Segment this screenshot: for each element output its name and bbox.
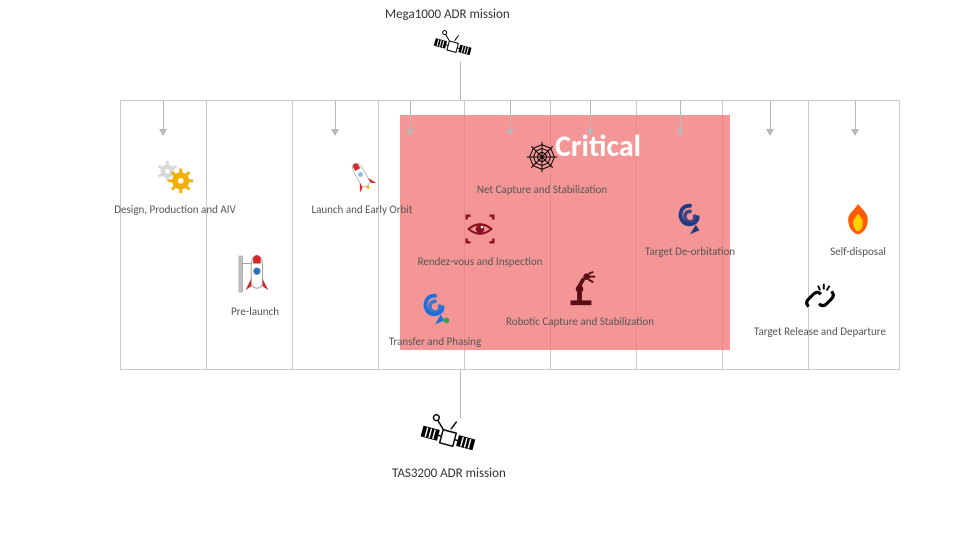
branch-line xyxy=(335,100,336,129)
node-rdv: Rendez-vous and Inspection xyxy=(400,210,560,268)
eye-scan-icon xyxy=(400,210,560,252)
satellite-bottom-icon xyxy=(418,408,476,471)
node-label: Self-disposal xyxy=(830,245,886,258)
node-label: Target De-orbitation xyxy=(645,245,735,258)
node-label: Net Capture and Stabilization xyxy=(477,183,607,196)
node-label: Design, Production and AIV xyxy=(114,203,236,216)
arrowhead-icon xyxy=(159,129,167,136)
branch-line xyxy=(680,100,681,129)
rocket-fly-icon xyxy=(292,158,432,200)
column-divider xyxy=(206,100,207,370)
node-deorbit: Target De-orbitation xyxy=(620,200,760,258)
satellite-top-icon xyxy=(432,26,472,71)
arrowhead-icon xyxy=(851,129,859,136)
node-prelaunch: Pre-launch xyxy=(200,250,310,318)
node-label: Robotic Capture and Stabilization xyxy=(506,315,654,328)
branch-line xyxy=(163,100,164,129)
node-launch: Launch and Early Orbit xyxy=(292,158,432,216)
node-label: Transfer and Phasing xyxy=(389,335,481,348)
arrowhead-icon xyxy=(506,129,514,136)
node-label: Rendez-vous and Inspection xyxy=(418,255,543,268)
node-label: Target Release and Departure xyxy=(754,325,886,338)
node-label: Pre-launch xyxy=(231,305,279,318)
diagram-canvas: CriticalMega1000 ADR missionTAS3200 ADR … xyxy=(0,0,960,540)
arrowhead-icon xyxy=(331,129,339,136)
node-release: Target Release and Departure xyxy=(735,280,905,338)
robot-arm-icon xyxy=(480,270,680,312)
rocket-pad-icon xyxy=(200,250,310,302)
branch-line xyxy=(590,100,591,129)
node-design: Design, Production and AIV xyxy=(105,158,245,216)
spiral-navy-icon xyxy=(620,200,760,242)
gears-icon xyxy=(105,158,245,200)
arrowhead-icon xyxy=(766,129,774,136)
broken-chain-icon xyxy=(735,280,905,322)
flame-icon xyxy=(808,200,908,242)
arrowhead-icon xyxy=(676,129,684,136)
title-top: Mega1000 ADR mission xyxy=(385,7,510,22)
web-icon xyxy=(452,138,632,180)
node-self: Self-disposal xyxy=(808,200,908,258)
branch-line xyxy=(770,100,771,129)
branch-line xyxy=(855,100,856,129)
node-net: Net Capture and Stabilization xyxy=(452,138,632,196)
node-label: Launch and Early Orbit xyxy=(311,203,412,216)
column-divider xyxy=(292,100,293,370)
arrowhead-icon xyxy=(586,129,594,136)
node-robotic: Robotic Capture and Stabilization xyxy=(480,270,680,328)
arrowhead-icon xyxy=(406,129,414,136)
branch-line xyxy=(510,100,511,129)
branch-line xyxy=(410,100,411,129)
